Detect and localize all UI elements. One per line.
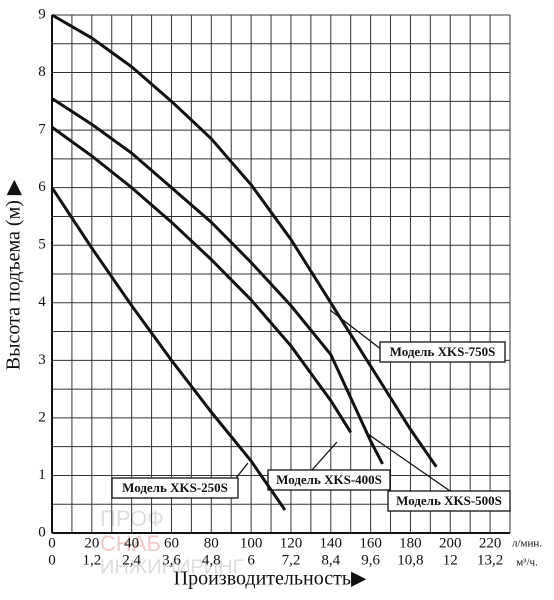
x-unit: л/мин. [512, 538, 542, 550]
x2-tick-label: 3,6 [162, 552, 181, 568]
y-axis-label: Высота подъема (м) ▶ [3, 179, 25, 370]
watermark: СНАБ [100, 531, 161, 556]
x-tick-label: 100 [240, 535, 263, 551]
x2-tick-label: 12 [443, 552, 458, 568]
y-tick-label: 3 [38, 352, 46, 368]
x2-tick-label: 13,2 [477, 552, 503, 568]
x-tick-label: 180 [399, 535, 422, 551]
leader-line [311, 441, 338, 471]
x-tick-label: 60 [164, 535, 179, 551]
label-box [111, 477, 239, 499]
y-tick-label: 4 [38, 294, 46, 310]
y-tick-label: 2 [38, 409, 46, 425]
x2-unit: м³/ч. [516, 557, 538, 569]
curve [51, 13, 438, 468]
series-label: Модель XKS-250S [122, 480, 228, 495]
x-tick-label: 20 [84, 535, 99, 551]
x2-tick-label: 10,8 [397, 552, 423, 568]
y-tick-label: 6 [38, 179, 46, 195]
x2-tick-label: 7,2 [282, 552, 301, 568]
y-tick-label: 9 [38, 6, 46, 22]
x-tick-label: 160 [359, 535, 382, 551]
y-tick-label: 1 [38, 467, 46, 483]
x-axis-label: Производительность▶ [174, 568, 367, 590]
x-tick-label: 220 [479, 535, 502, 551]
curve [51, 97, 384, 465]
x-tick-label: 0 [48, 535, 56, 551]
x-tick-label: 200 [439, 535, 462, 551]
curve [51, 126, 352, 434]
label-box [267, 469, 391, 491]
y-tick-label: 0 [38, 524, 46, 540]
y-tick-label: 5 [38, 237, 46, 253]
x2-tick-label: 4,8 [202, 552, 221, 568]
series-label: Модель XKS-750S [390, 344, 496, 359]
watermark: ИНЖИНИРИНГ [100, 556, 244, 578]
x-tick-label: 120 [280, 535, 303, 551]
y-tick-label: 8 [38, 64, 46, 80]
leader-line [235, 462, 249, 479]
x-tick-label: 80 [204, 535, 219, 551]
x2-tick-label: 1,2 [82, 552, 101, 568]
y-tick-label: 7 [38, 122, 46, 138]
leader-line [364, 431, 451, 492]
curve [50, 186, 287, 511]
label-box [379, 341, 506, 363]
leader-line [329, 309, 383, 351]
x-tick-label: 40 [124, 535, 139, 551]
x2-tick-label: 2,4 [122, 552, 141, 568]
x-tick-label: 140 [320, 535, 343, 551]
label-box [387, 490, 511, 512]
series-label: Модель XKS-400S [276, 472, 382, 487]
x2-tick-label: 0 [48, 552, 56, 568]
x2-tick-label: 6 [247, 552, 255, 568]
x2-tick-label: 9,6 [361, 552, 380, 568]
series-label: Модель XKS-500S [396, 493, 502, 508]
x2-tick-label: 8,4 [321, 552, 340, 568]
